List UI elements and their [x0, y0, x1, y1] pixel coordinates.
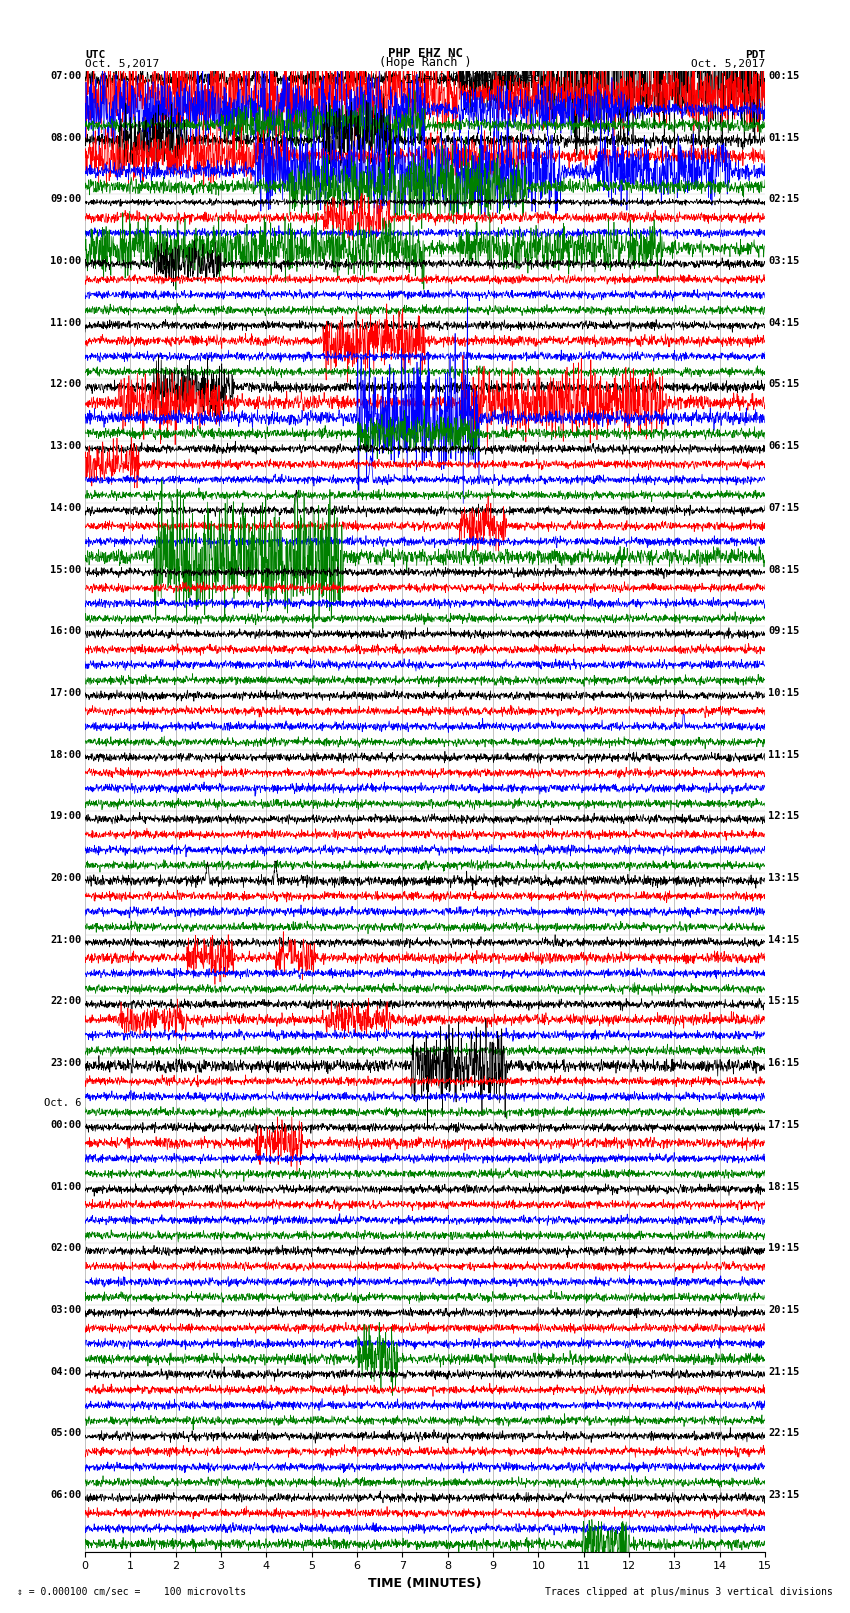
Text: 22:15: 22:15	[768, 1429, 800, 1439]
Text: 13:15: 13:15	[768, 873, 800, 882]
Text: 14:15: 14:15	[768, 936, 800, 945]
Text: 04:15: 04:15	[768, 318, 800, 327]
Text: 12:15: 12:15	[768, 811, 800, 821]
Text: 04:00: 04:00	[50, 1366, 82, 1376]
Text: 05:00: 05:00	[50, 1429, 82, 1439]
Text: 13:00: 13:00	[50, 442, 82, 452]
Text: 09:00: 09:00	[50, 195, 82, 205]
Text: 23:00: 23:00	[50, 1058, 82, 1068]
Text: 10:00: 10:00	[50, 256, 82, 266]
Text: 12:00: 12:00	[50, 379, 82, 389]
Text: 16:15: 16:15	[768, 1058, 800, 1068]
Text: 17:15: 17:15	[768, 1119, 800, 1129]
Text: 06:00: 06:00	[50, 1490, 82, 1500]
Text: 00:00: 00:00	[50, 1119, 82, 1129]
Text: 09:15: 09:15	[768, 626, 800, 636]
Text: 08:00: 08:00	[50, 132, 82, 142]
X-axis label: TIME (MINUTES): TIME (MINUTES)	[368, 1578, 482, 1590]
Text: 11:15: 11:15	[768, 750, 800, 760]
Text: 22:00: 22:00	[50, 997, 82, 1007]
Text: 01:00: 01:00	[50, 1181, 82, 1192]
Text: Oct. 5,2017: Oct. 5,2017	[691, 58, 765, 69]
Text: 20:15: 20:15	[768, 1305, 800, 1315]
Text: 21:00: 21:00	[50, 936, 82, 945]
Text: 10:15: 10:15	[768, 689, 800, 698]
Text: I: I	[405, 73, 411, 87]
Text: 14:00: 14:00	[50, 503, 82, 513]
Text: 03:00: 03:00	[50, 1305, 82, 1315]
Text: 05:15: 05:15	[768, 379, 800, 389]
Text: ⇕ = 0.000100 cm/sec =    100 microvolts: ⇕ = 0.000100 cm/sec = 100 microvolts	[17, 1587, 246, 1597]
Text: 18:00: 18:00	[50, 750, 82, 760]
Text: 06:15: 06:15	[768, 442, 800, 452]
Text: (Hope Ranch ): (Hope Ranch )	[379, 55, 471, 69]
Text: = 0.000100 cm/sec: = 0.000100 cm/sec	[425, 73, 540, 84]
Text: 02:15: 02:15	[768, 195, 800, 205]
Text: 15:15: 15:15	[768, 997, 800, 1007]
Text: 00:15: 00:15	[768, 71, 800, 81]
Text: 08:15: 08:15	[768, 565, 800, 574]
Text: 21:15: 21:15	[768, 1366, 800, 1376]
Text: 16:00: 16:00	[50, 626, 82, 636]
Text: PHP EHZ NC: PHP EHZ NC	[388, 47, 462, 60]
Text: 07:15: 07:15	[768, 503, 800, 513]
Text: 17:00: 17:00	[50, 689, 82, 698]
Text: 23:15: 23:15	[768, 1490, 800, 1500]
Text: 15:00: 15:00	[50, 565, 82, 574]
Text: 01:15: 01:15	[768, 132, 800, 142]
Text: 02:00: 02:00	[50, 1244, 82, 1253]
Text: 11:00: 11:00	[50, 318, 82, 327]
Text: PDT: PDT	[745, 50, 765, 60]
Text: Oct. 5,2017: Oct. 5,2017	[85, 58, 159, 69]
Text: 19:15: 19:15	[768, 1244, 800, 1253]
Text: 03:15: 03:15	[768, 256, 800, 266]
Text: UTC: UTC	[85, 50, 105, 60]
Text: 19:00: 19:00	[50, 811, 82, 821]
Text: Oct. 6: Oct. 6	[44, 1098, 82, 1108]
Text: 20:00: 20:00	[50, 873, 82, 882]
Text: Traces clipped at plus/minus 3 vertical divisions: Traces clipped at plus/minus 3 vertical …	[545, 1587, 833, 1597]
Text: 07:00: 07:00	[50, 71, 82, 81]
Text: 18:15: 18:15	[768, 1181, 800, 1192]
